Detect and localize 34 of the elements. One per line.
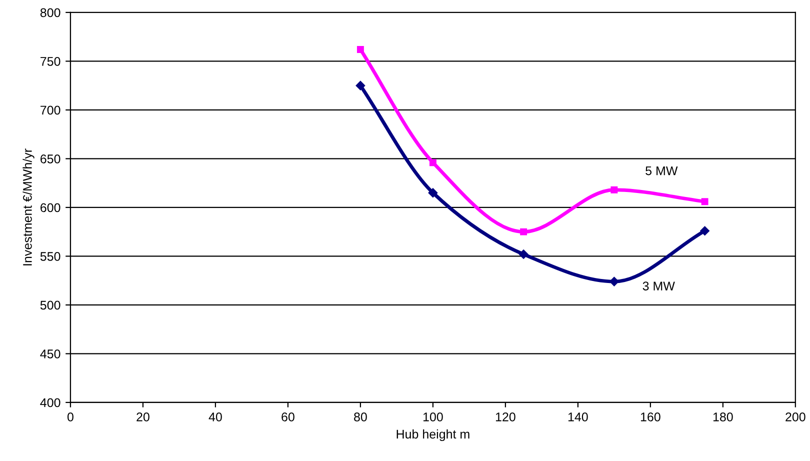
point <box>610 276 619 286</box>
x-tick-label: 100 <box>423 412 443 422</box>
point <box>518 250 528 259</box>
x-axis-title: Hub height m <box>396 429 470 442</box>
y-tick-label: 750 <box>40 57 60 66</box>
point <box>610 186 618 194</box>
y-axis-title: Investment €/MWh/yr <box>22 148 34 266</box>
x-tick-label: 200 <box>786 412 806 422</box>
point <box>700 226 710 236</box>
y-tick-label: 800 <box>40 8 60 18</box>
point <box>429 159 436 166</box>
series-label: 5 MW <box>646 166 678 176</box>
y-tick-label: 600 <box>40 203 60 212</box>
x-tick-label: 0 <box>67 412 74 422</box>
x-tick-label: 60 <box>282 412 294 422</box>
x-tick-label: 120 <box>496 412 516 422</box>
y-tick-label: 500 <box>40 300 60 310</box>
y-tick-label: 450 <box>40 350 60 358</box>
y-tick-label: 700 <box>40 106 60 115</box>
x-tick-label: 140 <box>568 412 588 422</box>
point <box>356 46 364 53</box>
point <box>701 198 708 206</box>
x-tick-label: 160 <box>640 412 660 422</box>
x-tick-label: 40 <box>208 412 222 422</box>
y-tick-label: 550 <box>40 252 60 261</box>
x-tick-label: 20 <box>136 412 150 422</box>
x-tick-label: 180 <box>713 412 733 422</box>
point <box>356 80 366 90</box>
point <box>520 228 528 236</box>
series-label: 3 MW <box>642 282 675 290</box>
x-tick-label: 80 <box>354 412 367 422</box>
point <box>428 188 438 198</box>
y-tick-label: 650 <box>40 154 60 164</box>
y-tick-label: 400 <box>40 398 60 408</box>
